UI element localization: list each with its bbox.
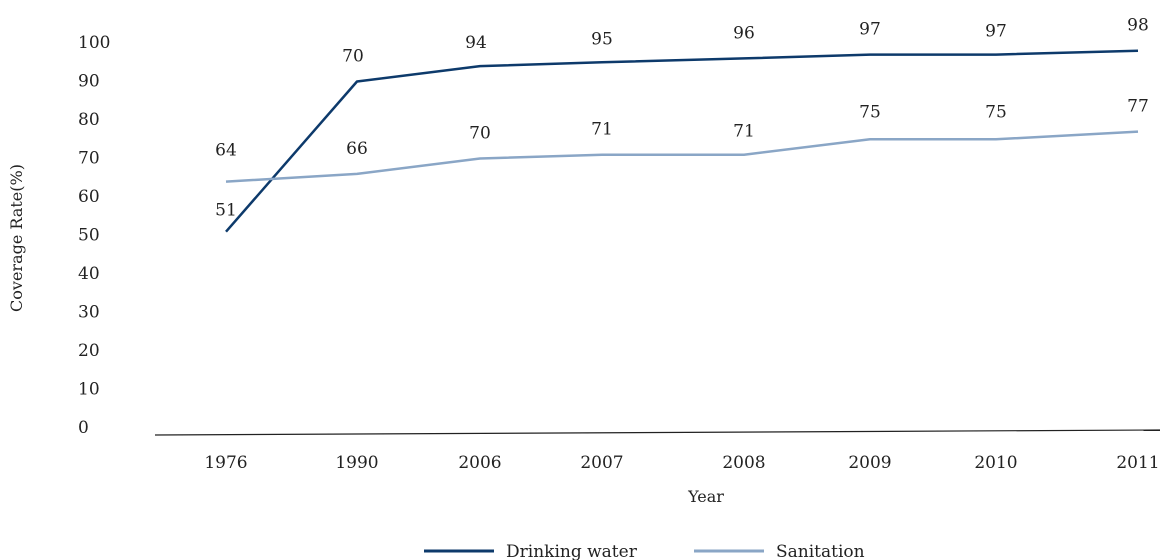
data-label-sanitation: 70	[469, 124, 491, 144]
y-axis-ticks: 0 10 20 30 40 50 60 70 80 90 100	[78, 33, 110, 438]
x-axis-label: Year	[687, 487, 724, 506]
y-tick-label: 80	[78, 110, 100, 130]
data-label-drinking-water: 51	[215, 201, 237, 221]
y-tick-label: 40	[78, 264, 100, 284]
data-label-sanitation: 66	[346, 139, 368, 159]
data-label-sanitation: 77	[1127, 97, 1149, 117]
x-tick-label: 2007	[580, 453, 623, 473]
x-axis-ticks: 1976 1990 2006 2007 2008 2009 2010 2011	[204, 453, 1159, 473]
x-axis-line	[154, 429, 1161, 436]
y-tick-label: 100	[78, 33, 110, 53]
x-tick-label: 2008	[722, 453, 765, 473]
data-label-drinking-water: 96	[733, 23, 755, 43]
x-tick-label: 2011	[1116, 453, 1159, 473]
data-label-drinking-water: 94	[465, 33, 487, 53]
x-tick-label: 1990	[335, 453, 378, 473]
y-tick-label: 60	[78, 187, 100, 207]
data-label-sanitation: 64	[215, 141, 237, 161]
legend-label-drinking-water: Drinking water	[506, 542, 638, 560]
series-lines	[225, 49, 1139, 233]
x-tick-label: 2010	[974, 453, 1017, 473]
legend-label-sanitation: Sanitation	[776, 542, 865, 560]
y-tick-label: 20	[78, 341, 100, 361]
legend: Drinking water Sanitation	[424, 542, 865, 560]
y-tick-label: 10	[78, 380, 100, 400]
data-label-sanitation: 71	[591, 120, 613, 140]
data-label-drinking-water: 97	[859, 20, 881, 40]
series-line-sanitation	[225, 130, 1139, 183]
x-tick-label: 2009	[848, 453, 891, 473]
y-tick-label: 0	[78, 418, 89, 438]
data-label-drinking-water: 97	[985, 22, 1007, 42]
y-tick-label: 70	[78, 149, 100, 169]
data-label-drinking-water: 70	[342, 47, 364, 67]
x-tick-label: 2006	[458, 453, 501, 473]
y-tick-label: 30	[78, 303, 100, 323]
data-label-sanitation: 75	[859, 102, 881, 122]
data-label-drinking-water: 95	[591, 29, 613, 49]
data-label-sanitation: 75	[985, 102, 1007, 122]
data-label-sanitation: 71	[733, 122, 755, 142]
y-axis-label: Coverage Rate(%)	[7, 164, 26, 312]
y-tick-label: 90	[78, 72, 100, 92]
data-label-drinking-water: 98	[1127, 16, 1149, 36]
data-labels: 51 70 94 95 96 97 97 98 64 66 70 71 71 75 75 77	[215, 16, 1149, 221]
series-line-drinking-water	[225, 49, 1139, 233]
x-tick-label: 1976	[204, 453, 247, 473]
y-tick-label: 50	[78, 226, 100, 246]
